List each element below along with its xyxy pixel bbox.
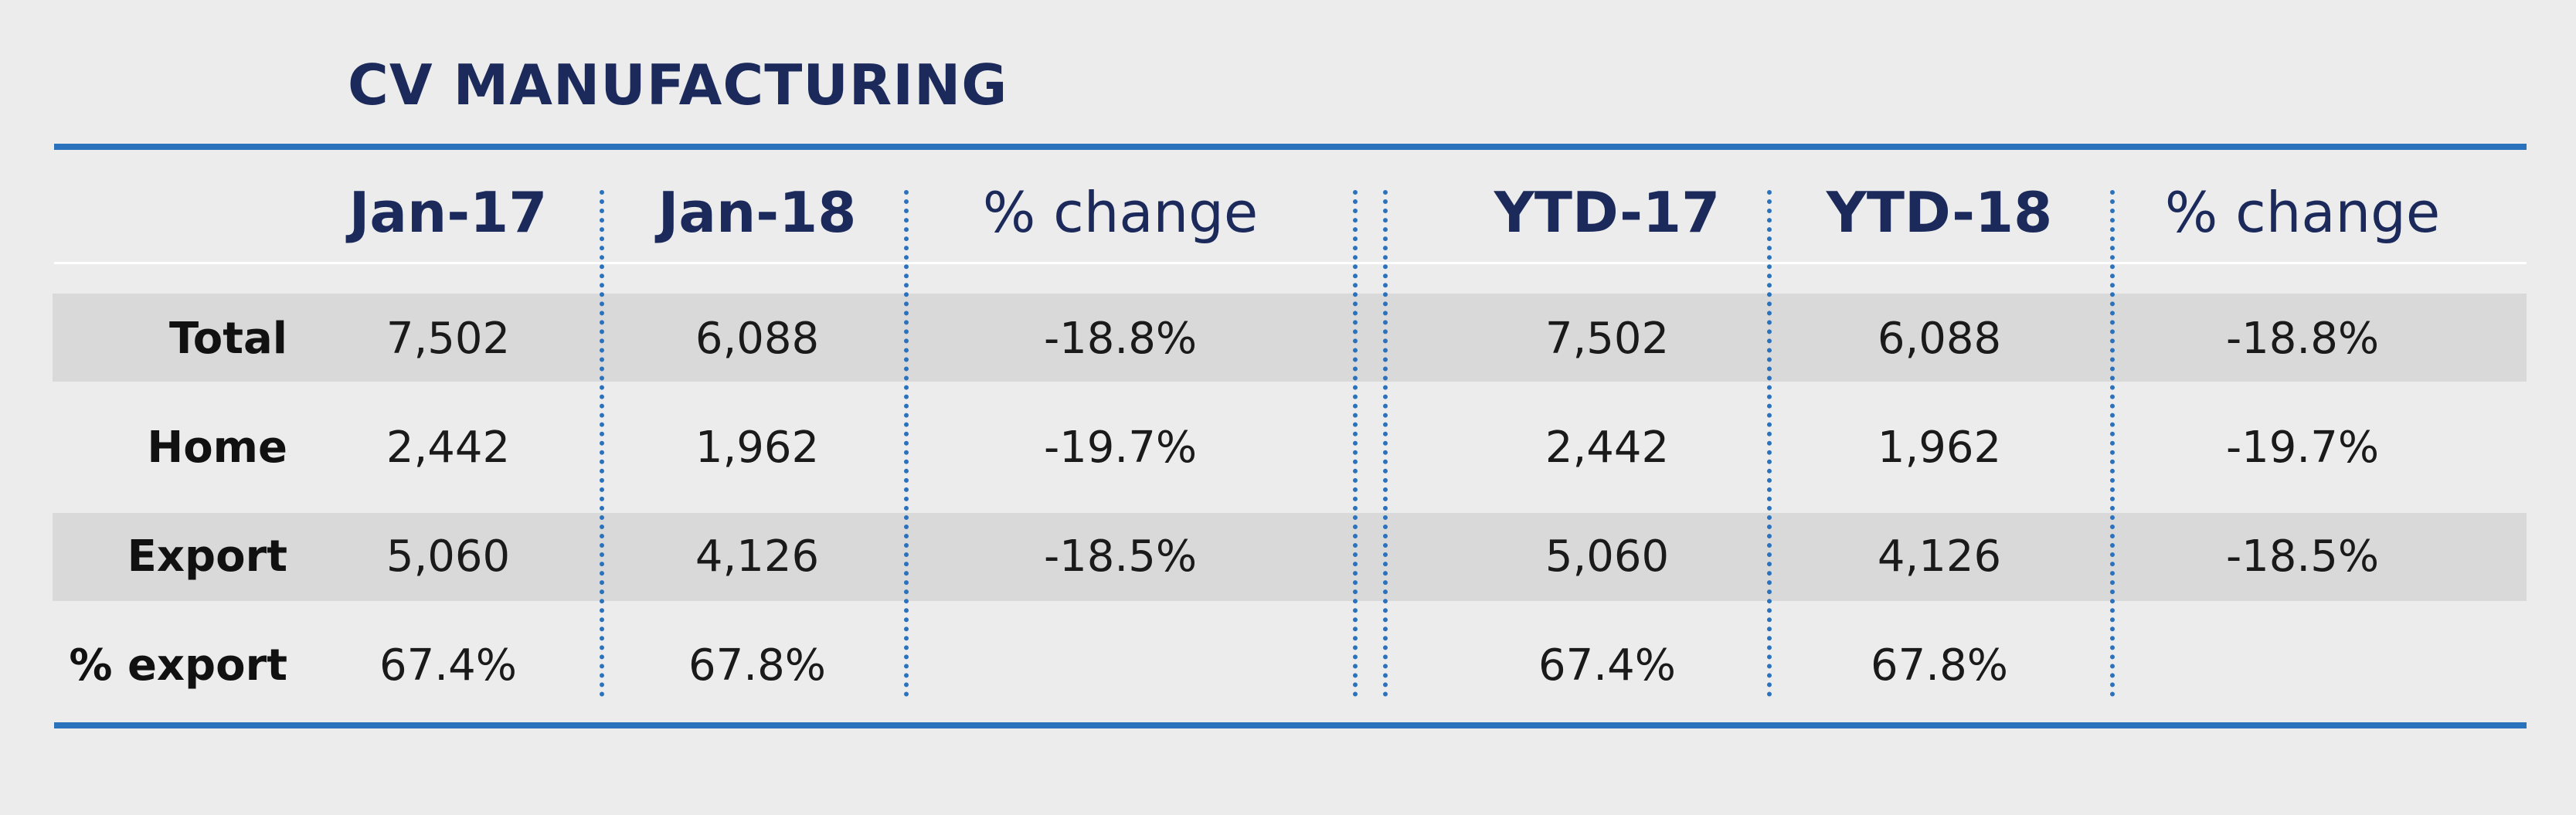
column-header-jan-18: Jan-18	[658, 180, 857, 245]
table-cell: 67.4%	[1538, 640, 1676, 691]
table-cell: 4,126	[1877, 531, 2002, 582]
table-cell: -18.8%	[1043, 314, 1198, 364]
table-cell: -18.8%	[2225, 314, 2380, 364]
table-cell: 5,060	[386, 531, 511, 582]
header-separator	[54, 262, 2527, 264]
table-cell: 7,502	[386, 314, 511, 364]
row-label-total: Total	[169, 314, 287, 364]
table-cell: 67.4%	[379, 640, 517, 691]
row-label-home: Home	[147, 423, 287, 473]
column-header-ytd-18: YTD-18	[1826, 180, 2053, 245]
table-cell: 1,962	[1877, 423, 2002, 473]
column-divider	[600, 190, 604, 697]
group-divider	[1383, 190, 1388, 697]
column-header-ytd-17: YTD-17	[1494, 180, 1721, 245]
table-cell: 67.8%	[688, 640, 826, 691]
table-cell: 67.8%	[1871, 640, 2008, 691]
row-label-export: Export	[127, 531, 287, 582]
table-cell: 7,502	[1545, 314, 1670, 364]
bottom-rule	[54, 722, 2527, 728]
table-cell: 6,088	[695, 314, 820, 364]
row-label-pct-export: % export	[69, 640, 287, 691]
table-cell: -19.7%	[1043, 423, 1198, 473]
table-cell: -18.5%	[2225, 531, 2380, 582]
column-header-jan-17: Jan-17	[348, 180, 548, 245]
table-cell: 2,442	[386, 423, 511, 473]
table-cell: 1,962	[695, 423, 820, 473]
table-cell: -19.7%	[2225, 423, 2380, 473]
table-cell: 5,060	[1545, 531, 1670, 582]
group-divider	[1353, 190, 1358, 697]
column-header-ytd-pct-change: % change	[2164, 180, 2441, 245]
column-divider	[2110, 190, 2115, 697]
column-divider	[1767, 190, 1772, 697]
table-cell: 4,126	[695, 531, 820, 582]
table-cell: 6,088	[1877, 314, 2002, 364]
table-cell: -18.5%	[1043, 531, 1198, 582]
top-rule	[54, 144, 2527, 150]
table-cell: 2,442	[1545, 423, 1670, 473]
column-header-pct-change: % change	[982, 180, 1259, 245]
column-divider	[904, 190, 909, 697]
table-title: CV MANUFACTURING	[348, 53, 1008, 117]
